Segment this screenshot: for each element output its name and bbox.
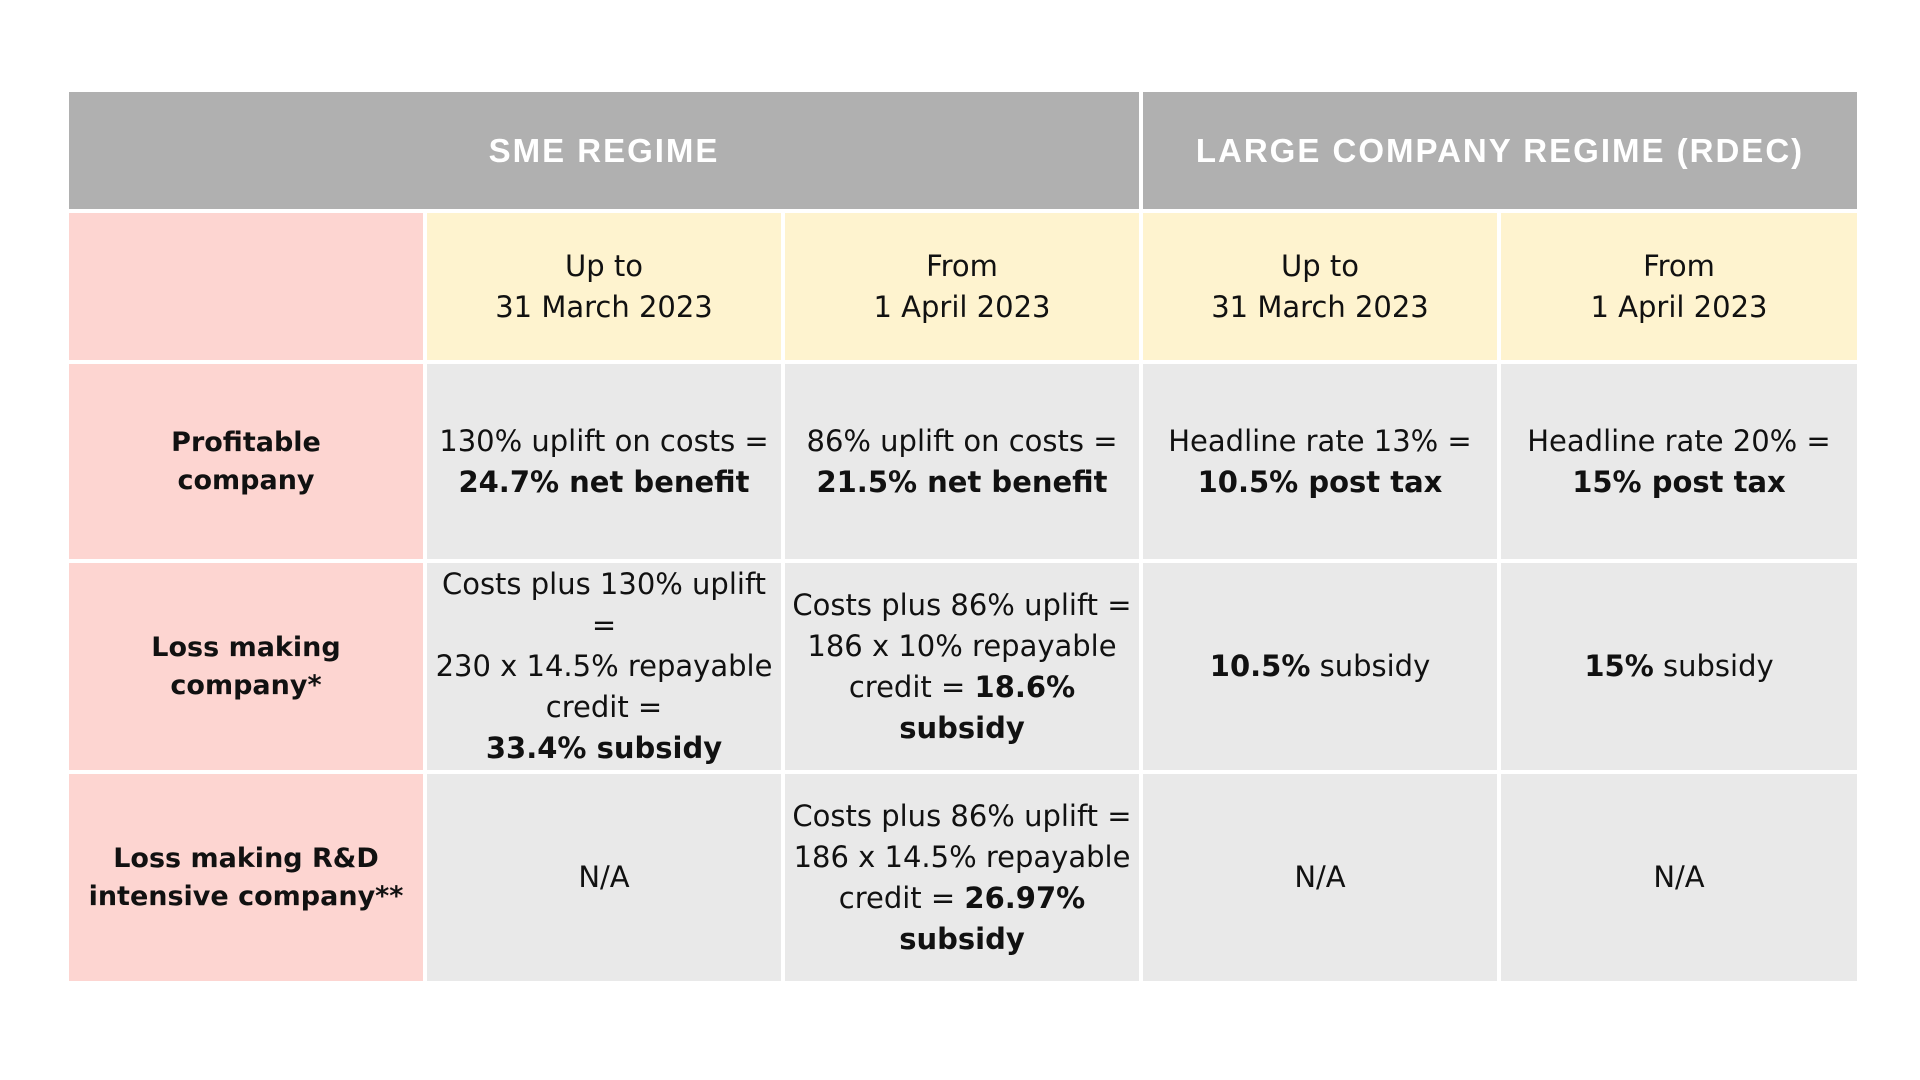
cell-text: credit =: [838, 880, 965, 915]
loss-large-up-to: 10.5% subsidy: [1143, 563, 1497, 770]
row-label-loss-making: Loss making company*: [69, 563, 423, 770]
rd-intensive-company-row: Loss making R&D intensive company** N/A …: [69, 774, 1857, 981]
cell-text: Headline rate 13% =: [1168, 423, 1472, 458]
row-label-rd-intensive: Loss making R&D intensive company**: [69, 774, 423, 981]
loss-large-from: 15% subsidy: [1501, 563, 1857, 770]
cell-text: 230 x 14.5% repayable: [435, 649, 773, 683]
row-label-profitable: Profitable company: [69, 364, 423, 559]
cell-bold: 18.6% subsidy: [899, 669, 1076, 745]
cell-text: Costs plus 86% uplift =: [792, 798, 1132, 833]
label-line2: intensive company**: [88, 880, 404, 912]
cell-bold: 10.5% post tax: [1197, 464, 1443, 499]
date-line1: From: [926, 248, 998, 283]
cell-bold: 24.7% net benefit: [458, 464, 750, 499]
intensive-large-up-to: N/A: [1143, 774, 1497, 981]
large-from-date: From 1 April 2023: [1501, 213, 1857, 360]
date-line1: From: [1643, 248, 1715, 283]
cell-bold: 26.97%: [964, 880, 1086, 915]
cell-text: 186 x 10% repayable: [807, 628, 1117, 663]
cell-text: subsidy: [1310, 649, 1431, 683]
intensive-sme-up-to: N/A: [427, 774, 781, 981]
date-row-label: [69, 213, 423, 360]
cell-text: Costs plus 86% uplift =: [792, 587, 1132, 622]
regime-header-row: SME REGIME LARGE COMPANY REGIME (RDEC): [69, 92, 1857, 209]
date-line1: Up to: [565, 248, 643, 283]
cell-bold: 33.4% subsidy: [485, 731, 723, 765]
sme-up-to-date: Up to 31 March 2023: [427, 213, 781, 360]
loss-sme-from: Costs plus 86% uplift = 186 x 10% repaya…: [785, 563, 1139, 770]
intensive-large-from: N/A: [1501, 774, 1857, 981]
profitable-sme-up-to: 130% uplift on costs = 24.7% net benefit: [427, 364, 781, 559]
label-line2: company: [177, 464, 315, 496]
rd-tax-relief-table: SME REGIME LARGE COMPANY REGIME (RDEC) U…: [69, 92, 1857, 981]
profitable-sme-from: 86% uplift on costs = 21.5% net benefit: [785, 364, 1139, 559]
large-company-regime-header: LARGE COMPANY REGIME (RDEC): [1143, 92, 1857, 209]
intensive-sme-from: Costs plus 86% uplift = 186 x 14.5% repa…: [785, 774, 1139, 981]
cell-bold: subsidy: [899, 921, 1025, 956]
sme-from-date: From 1 April 2023: [785, 213, 1139, 360]
cell-text: credit =: [848, 669, 975, 704]
profitable-large-from: Headline rate 20% = 15% post tax: [1501, 364, 1857, 559]
cell-text: subsidy: [1653, 649, 1774, 683]
date-line2: 1 April 2023: [1590, 289, 1768, 324]
label-line1: Loss making: [151, 631, 341, 663]
profitable-large-up-to: Headline rate 13% = 10.5% post tax: [1143, 364, 1497, 559]
cell-text: credit =: [545, 690, 663, 724]
profitable-company-row: Profitable company 130% uplift on costs …: [69, 364, 1857, 559]
cell-bold: 10.5%: [1209, 649, 1311, 683]
date-line2: 31 March 2023: [495, 289, 713, 324]
cell-bold: 15%: [1584, 649, 1654, 683]
label-line2: company*: [170, 669, 322, 701]
cell-text: 130% uplift on costs =: [439, 423, 769, 458]
cell-bold: 15% post tax: [1572, 464, 1786, 499]
cell-text: Headline rate 20% =: [1527, 423, 1831, 458]
date-row: Up to 31 March 2023 From 1 April 2023 Up…: [69, 213, 1857, 360]
cell-text: 86% uplift on costs =: [806, 423, 1118, 458]
label-line1: Loss making R&D: [113, 842, 379, 874]
loss-sme-up-to: Costs plus 130% uplift = 230 x 14.5% rep…: [427, 563, 781, 770]
date-line1: Up to: [1281, 248, 1359, 283]
label-line1: Profitable: [171, 426, 321, 458]
cell-text: Costs plus 130% uplift =: [441, 567, 767, 642]
cell-bold: 21.5% net benefit: [816, 464, 1108, 499]
large-up-to-date: Up to 31 March 2023: [1143, 213, 1497, 360]
date-line2: 31 March 2023: [1211, 289, 1429, 324]
date-line2: 1 April 2023: [873, 289, 1051, 324]
sme-regime-header: SME REGIME: [69, 92, 1139, 209]
loss-making-company-row: Loss making company* Costs plus 130% upl…: [69, 563, 1857, 770]
cell-text: 186 x 14.5% repayable: [793, 839, 1131, 874]
